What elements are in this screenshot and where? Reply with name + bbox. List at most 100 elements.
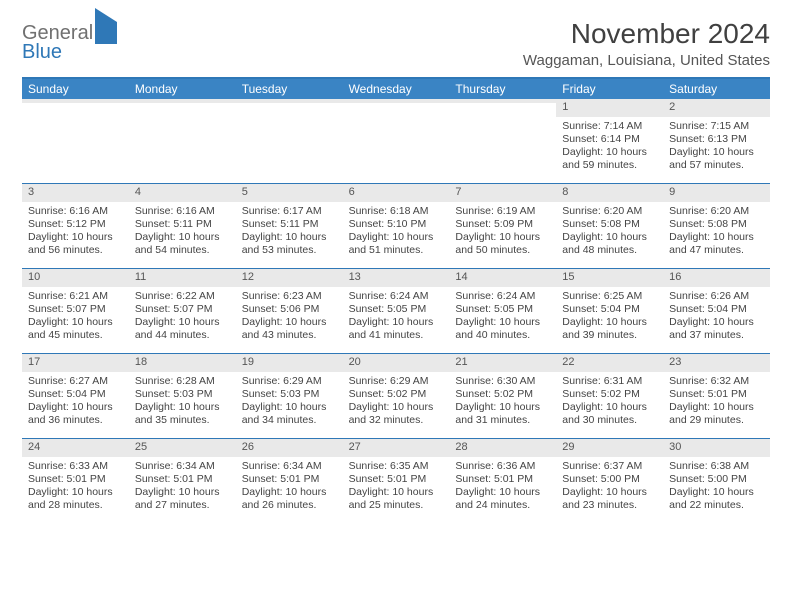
sunset-text: Sunset: 5:05 PM [455, 303, 550, 316]
day-content: Sunrise: 6:18 AMSunset: 5:10 PMDaylight:… [343, 202, 450, 263]
day-cell: 27Sunrise: 6:35 AMSunset: 5:01 PMDayligh… [343, 439, 450, 523]
day-cell: 2Sunrise: 7:15 AMSunset: 6:13 PMDaylight… [663, 99, 770, 183]
sunrise-text: Sunrise: 6:21 AM [28, 290, 123, 303]
day-content: Sunrise: 6:29 AMSunset: 5:02 PMDaylight:… [343, 372, 450, 433]
day-number: 10 [22, 269, 129, 287]
weekday-header: Friday [556, 79, 663, 99]
day-number: 13 [343, 269, 450, 287]
day-cell: 14Sunrise: 6:24 AMSunset: 5:05 PMDayligh… [449, 269, 556, 353]
daylight-text: Daylight: 10 hours and 47 minutes. [669, 231, 764, 257]
day-content [449, 103, 556, 111]
day-cell: 26Sunrise: 6:34 AMSunset: 5:01 PMDayligh… [236, 439, 343, 523]
day-number: 4 [129, 184, 236, 202]
weekday-header-row: Sunday Monday Tuesday Wednesday Thursday… [22, 79, 770, 99]
sunset-text: Sunset: 5:07 PM [28, 303, 123, 316]
daylight-text: Daylight: 10 hours and 23 minutes. [562, 486, 657, 512]
sunrise-text: Sunrise: 6:19 AM [455, 205, 550, 218]
sunrise-text: Sunrise: 6:16 AM [135, 205, 230, 218]
sunrise-text: Sunrise: 6:23 AM [242, 290, 337, 303]
day-cell: 18Sunrise: 6:28 AMSunset: 5:03 PMDayligh… [129, 354, 236, 438]
sunset-text: Sunset: 5:08 PM [562, 218, 657, 231]
day-cell [22, 99, 129, 183]
daylight-text: Daylight: 10 hours and 31 minutes. [455, 401, 550, 427]
day-number: 16 [663, 269, 770, 287]
daylight-text: Daylight: 10 hours and 35 minutes. [135, 401, 230, 427]
day-cell: 7Sunrise: 6:19 AMSunset: 5:09 PMDaylight… [449, 184, 556, 268]
day-cell: 17Sunrise: 6:27 AMSunset: 5:04 PMDayligh… [22, 354, 129, 438]
sunrise-text: Sunrise: 6:27 AM [28, 375, 123, 388]
day-content: Sunrise: 6:29 AMSunset: 5:03 PMDaylight:… [236, 372, 343, 433]
sunset-text: Sunset: 5:00 PM [669, 473, 764, 486]
day-number: 22 [556, 354, 663, 372]
sunrise-text: Sunrise: 6:24 AM [349, 290, 444, 303]
week-row: 3Sunrise: 6:16 AMSunset: 5:12 PMDaylight… [22, 183, 770, 268]
week-row: 1Sunrise: 7:14 AMSunset: 6:14 PMDaylight… [22, 99, 770, 183]
daylight-text: Daylight: 10 hours and 22 minutes. [669, 486, 764, 512]
logo-text: General Blue [22, 24, 117, 62]
day-cell: 23Sunrise: 6:32 AMSunset: 5:01 PMDayligh… [663, 354, 770, 438]
day-number: 2 [663, 99, 770, 117]
day-cell: 11Sunrise: 6:22 AMSunset: 5:07 PMDayligh… [129, 269, 236, 353]
day-content: Sunrise: 6:23 AMSunset: 5:06 PMDaylight:… [236, 287, 343, 348]
sunset-text: Sunset: 5:10 PM [349, 218, 444, 231]
sunrise-text: Sunrise: 7:15 AM [669, 120, 764, 133]
daylight-text: Daylight: 10 hours and 28 minutes. [28, 486, 123, 512]
daylight-text: Daylight: 10 hours and 27 minutes. [135, 486, 230, 512]
day-content: Sunrise: 6:20 AMSunset: 5:08 PMDaylight:… [556, 202, 663, 263]
day-number: 8 [556, 184, 663, 202]
sunrise-text: Sunrise: 6:33 AM [28, 460, 123, 473]
day-number: 11 [129, 269, 236, 287]
weeks-container: 1Sunrise: 7:14 AMSunset: 6:14 PMDaylight… [22, 99, 770, 523]
day-content: Sunrise: 6:24 AMSunset: 5:05 PMDaylight:… [449, 287, 556, 348]
weekday-header: Saturday [663, 79, 770, 99]
sunrise-text: Sunrise: 6:38 AM [669, 460, 764, 473]
day-content: Sunrise: 6:36 AMSunset: 5:01 PMDaylight:… [449, 457, 556, 518]
sunrise-text: Sunrise: 6:29 AM [242, 375, 337, 388]
sunrise-text: Sunrise: 6:28 AM [135, 375, 230, 388]
sunset-text: Sunset: 5:04 PM [669, 303, 764, 316]
daylight-text: Daylight: 10 hours and 37 minutes. [669, 316, 764, 342]
day-content: Sunrise: 6:20 AMSunset: 5:08 PMDaylight:… [663, 202, 770, 263]
daylight-text: Daylight: 10 hours and 48 minutes. [562, 231, 657, 257]
week-row: 17Sunrise: 6:27 AMSunset: 5:04 PMDayligh… [22, 353, 770, 438]
page-subtitle: Waggaman, Louisiana, United States [523, 52, 770, 69]
day-content [22, 103, 129, 111]
daylight-text: Daylight: 10 hours and 51 minutes. [349, 231, 444, 257]
day-number: 14 [449, 269, 556, 287]
daylight-text: Daylight: 10 hours and 29 minutes. [669, 401, 764, 427]
day-content: Sunrise: 6:38 AMSunset: 5:00 PMDaylight:… [663, 457, 770, 518]
sunrise-text: Sunrise: 6:34 AM [135, 460, 230, 473]
day-cell [236, 99, 343, 183]
day-content: Sunrise: 6:16 AMSunset: 5:11 PMDaylight:… [129, 202, 236, 263]
daylight-text: Daylight: 10 hours and 36 minutes. [28, 401, 123, 427]
sunset-text: Sunset: 5:02 PM [349, 388, 444, 401]
day-number: 23 [663, 354, 770, 372]
day-cell: 4Sunrise: 6:16 AMSunset: 5:11 PMDaylight… [129, 184, 236, 268]
day-number: 5 [236, 184, 343, 202]
day-content: Sunrise: 6:37 AMSunset: 5:00 PMDaylight:… [556, 457, 663, 518]
day-cell: 25Sunrise: 6:34 AMSunset: 5:01 PMDayligh… [129, 439, 236, 523]
day-cell: 30Sunrise: 6:38 AMSunset: 5:00 PMDayligh… [663, 439, 770, 523]
sunrise-text: Sunrise: 6:36 AM [455, 460, 550, 473]
sunrise-text: Sunrise: 6:20 AM [562, 205, 657, 218]
sunset-text: Sunset: 5:01 PM [242, 473, 337, 486]
day-content: Sunrise: 6:26 AMSunset: 5:04 PMDaylight:… [663, 287, 770, 348]
day-number: 29 [556, 439, 663, 457]
sunrise-text: Sunrise: 6:35 AM [349, 460, 444, 473]
sunset-text: Sunset: 5:01 PM [349, 473, 444, 486]
day-content: Sunrise: 6:34 AMSunset: 5:01 PMDaylight:… [129, 457, 236, 518]
sunset-text: Sunset: 6:13 PM [669, 133, 764, 146]
sunrise-text: Sunrise: 6:17 AM [242, 205, 337, 218]
sunset-text: Sunset: 5:04 PM [28, 388, 123, 401]
page-title: November 2024 [523, 18, 770, 50]
day-cell [343, 99, 450, 183]
day-content: Sunrise: 6:31 AMSunset: 5:02 PMDaylight:… [556, 372, 663, 433]
sunset-text: Sunset: 5:08 PM [669, 218, 764, 231]
daylight-text: Daylight: 10 hours and 24 minutes. [455, 486, 550, 512]
day-content: Sunrise: 6:34 AMSunset: 5:01 PMDaylight:… [236, 457, 343, 518]
day-content: Sunrise: 6:19 AMSunset: 5:09 PMDaylight:… [449, 202, 556, 263]
day-content: Sunrise: 6:33 AMSunset: 5:01 PMDaylight:… [22, 457, 129, 518]
day-content [129, 103, 236, 111]
day-number: 3 [22, 184, 129, 202]
day-content [236, 103, 343, 111]
